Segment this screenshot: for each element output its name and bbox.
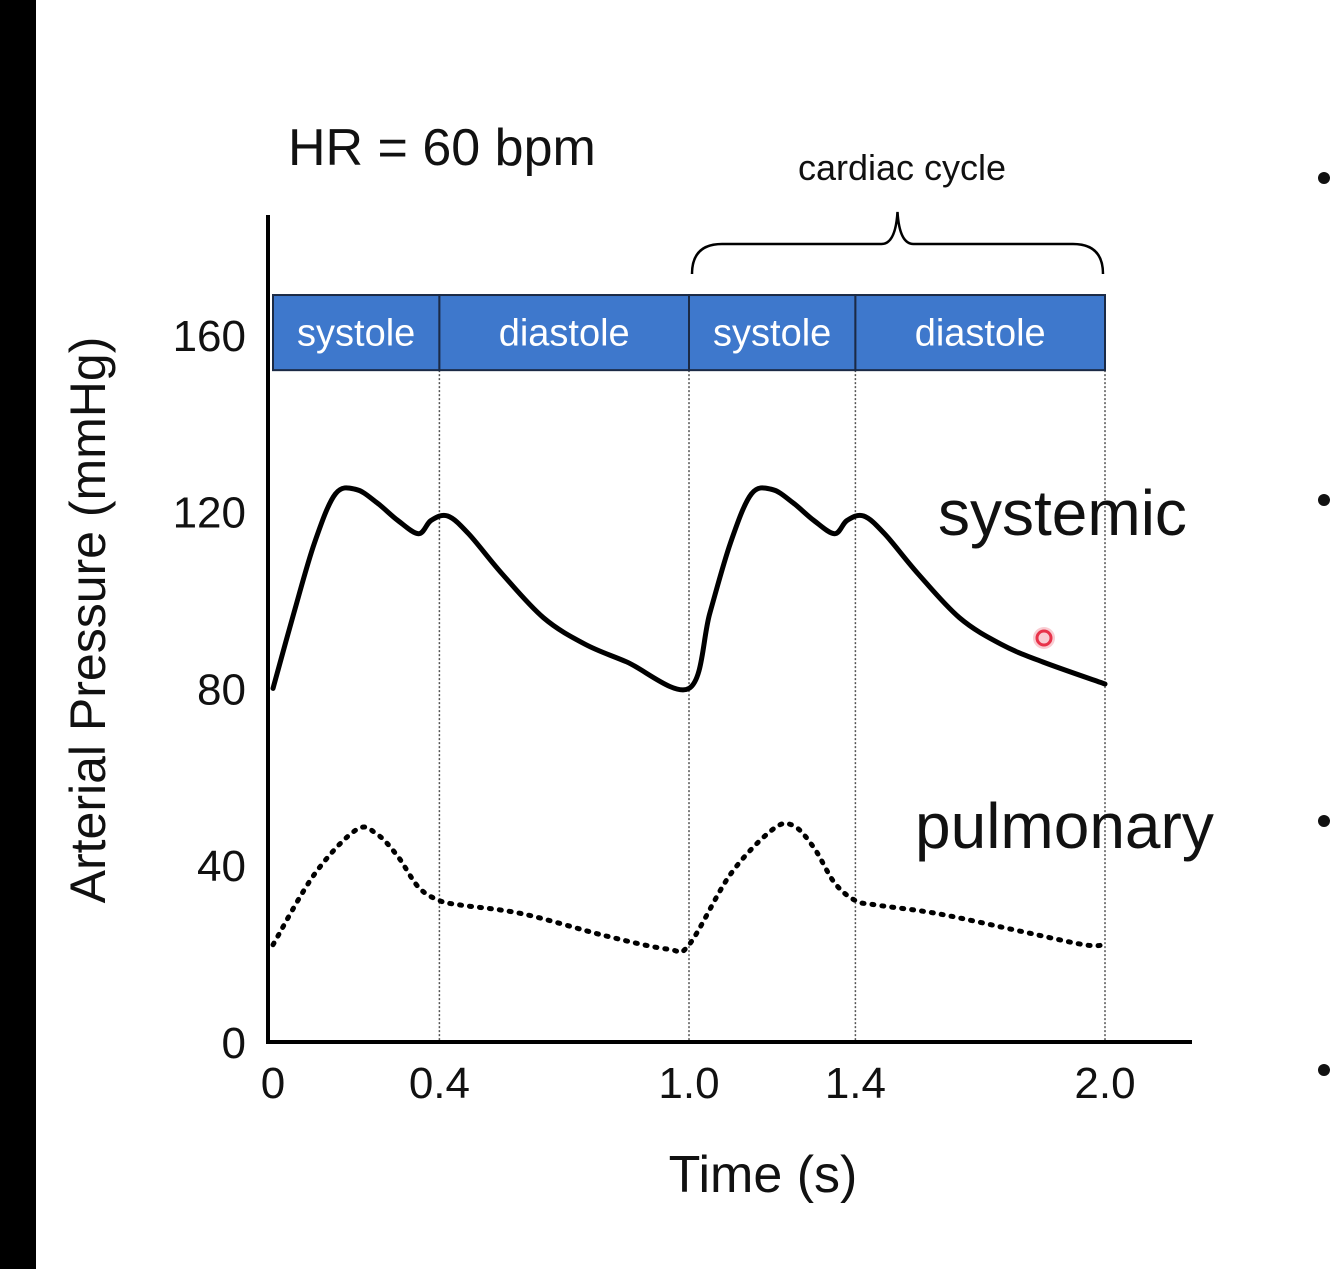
y-tick-label: 80: [197, 665, 246, 714]
x-tick-label: 0.4: [409, 1059, 470, 1108]
series-line-pulmonary: [270, 820, 1108, 955]
x-tick-label: 0: [261, 1059, 285, 1108]
series-label-pulmonary: pulmonary: [915, 790, 1214, 862]
phase-box-systole: [272, 294, 441, 372]
phase-label-systole: systole: [713, 313, 831, 355]
series-line-systemic: [270, 485, 1108, 693]
phase-box-diastole: [438, 294, 690, 372]
y-axis-label: Arterial Pressure (mmHg): [60, 337, 116, 904]
cardiac-cycle-label: cardiac cycle: [798, 147, 1006, 188]
phase-label-systole: systole: [297, 313, 415, 355]
cardiac-cycle-brace: [690, 211, 1105, 275]
cursor-dot: [1035, 629, 1053, 647]
bullet-point-2: [1318, 494, 1330, 506]
phase-box-systole: [688, 294, 857, 372]
series-label-systemic: systemic: [938, 477, 1187, 549]
chart-title: HR = 60 bpm: [288, 119, 596, 177]
x-axis-label: Time (s): [669, 1146, 858, 1204]
y-tick-label: 40: [197, 842, 246, 891]
x-tick-label: 1.4: [825, 1059, 886, 1108]
bullet-point-3: [1318, 815, 1330, 827]
x-tick-label: 2.0: [1074, 1059, 1135, 1108]
phase-label-diastole: diastole: [499, 313, 630, 355]
x-tick-label: 1.0: [658, 1059, 719, 1108]
bullet-point-4: [1318, 1064, 1330, 1076]
cursor-halo: [1033, 627, 1055, 649]
phase-label-diastole: diastole: [915, 313, 1046, 355]
phase-box-diastole: [854, 294, 1107, 372]
y-tick-label: 160: [173, 312, 246, 361]
bullet-point-1: [1318, 172, 1330, 184]
left-black-bar: [0, 0, 36, 1269]
y-tick-label: 0: [222, 1019, 246, 1068]
y-tick-label: 120: [173, 489, 246, 538]
